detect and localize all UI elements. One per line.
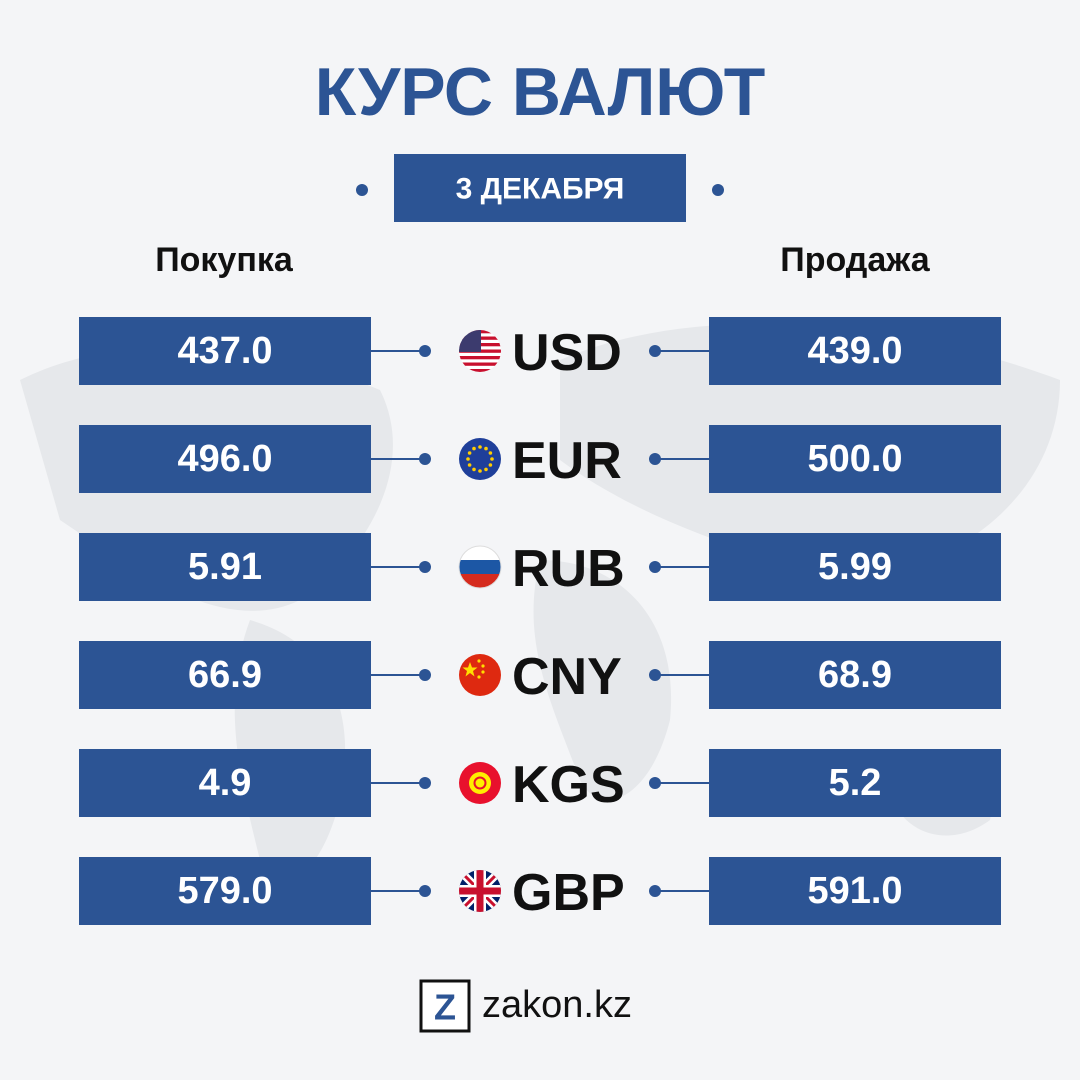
sell-rate: 591.0 — [807, 870, 902, 912]
date: 3 ДЕКАБРЯ — [456, 173, 625, 206]
buy-rate: 579.0 — [177, 870, 272, 912]
buy-box — [79, 641, 371, 709]
dot — [649, 777, 661, 789]
buy-rate: 437.0 — [177, 330, 272, 372]
dot — [649, 345, 661, 357]
sell-box — [709, 749, 1001, 817]
dot — [649, 885, 661, 897]
sell-rate: 5.2 — [829, 762, 882, 804]
dot — [356, 184, 368, 196]
dot — [419, 453, 431, 465]
currency-code: KGS — [512, 756, 625, 814]
sell-box — [709, 317, 1001, 385]
buy-box — [79, 425, 371, 493]
currency-code: RUB — [512, 540, 625, 598]
title: КУРС ВАЛЮТ — [315, 54, 766, 130]
dot — [419, 345, 431, 357]
date-box — [394, 154, 686, 222]
sell-box — [709, 533, 1001, 601]
dot — [419, 777, 431, 789]
logo-text: zakon.kz — [482, 984, 632, 1026]
buy-box — [79, 317, 371, 385]
flag-cn — [459, 654, 501, 696]
sell-rate: 500.0 — [807, 438, 902, 480]
sell-box — [709, 641, 1001, 709]
sell-rate: 439.0 — [807, 330, 902, 372]
currency-code: EUR — [512, 432, 622, 490]
flag-eu — [459, 438, 501, 480]
dot — [419, 561, 431, 573]
rows: 437.0 439.0 USD 496.0 500.0 EUR 5.91 5.99 RUB 66.… — [79, 317, 1001, 925]
sell-rate: 68.9 — [818, 654, 892, 696]
dot — [649, 453, 661, 465]
buy-rate: 4.9 — [199, 762, 252, 804]
currency-code: USD — [512, 324, 622, 382]
flag-ru — [458, 545, 502, 589]
sell-header: Продажа — [780, 241, 931, 279]
dot — [712, 184, 724, 196]
buy-header: Покупка — [155, 241, 294, 279]
buy-box — [79, 533, 371, 601]
sell-box — [709, 425, 1001, 493]
dot — [649, 669, 661, 681]
sell-rate: 5.99 — [818, 546, 892, 588]
currency-code: GBP — [512, 864, 625, 922]
sell-box — [709, 857, 1001, 925]
currency-code: CNY — [512, 648, 622, 706]
buy-rate: 5.91 — [188, 546, 262, 588]
flag-gb — [459, 870, 501, 912]
buy-box — [79, 749, 371, 817]
buy-rate: 496.0 — [177, 438, 272, 480]
dot — [419, 669, 431, 681]
logo-box — [419, 979, 471, 1033]
flag-us — [459, 330, 501, 372]
logo-icon: Z — [434, 987, 456, 1028]
buy-rate: 66.9 — [188, 654, 262, 696]
buy-box — [79, 857, 371, 925]
dot — [419, 885, 431, 897]
flag-kg — [459, 762, 501, 804]
dot — [649, 561, 661, 573]
